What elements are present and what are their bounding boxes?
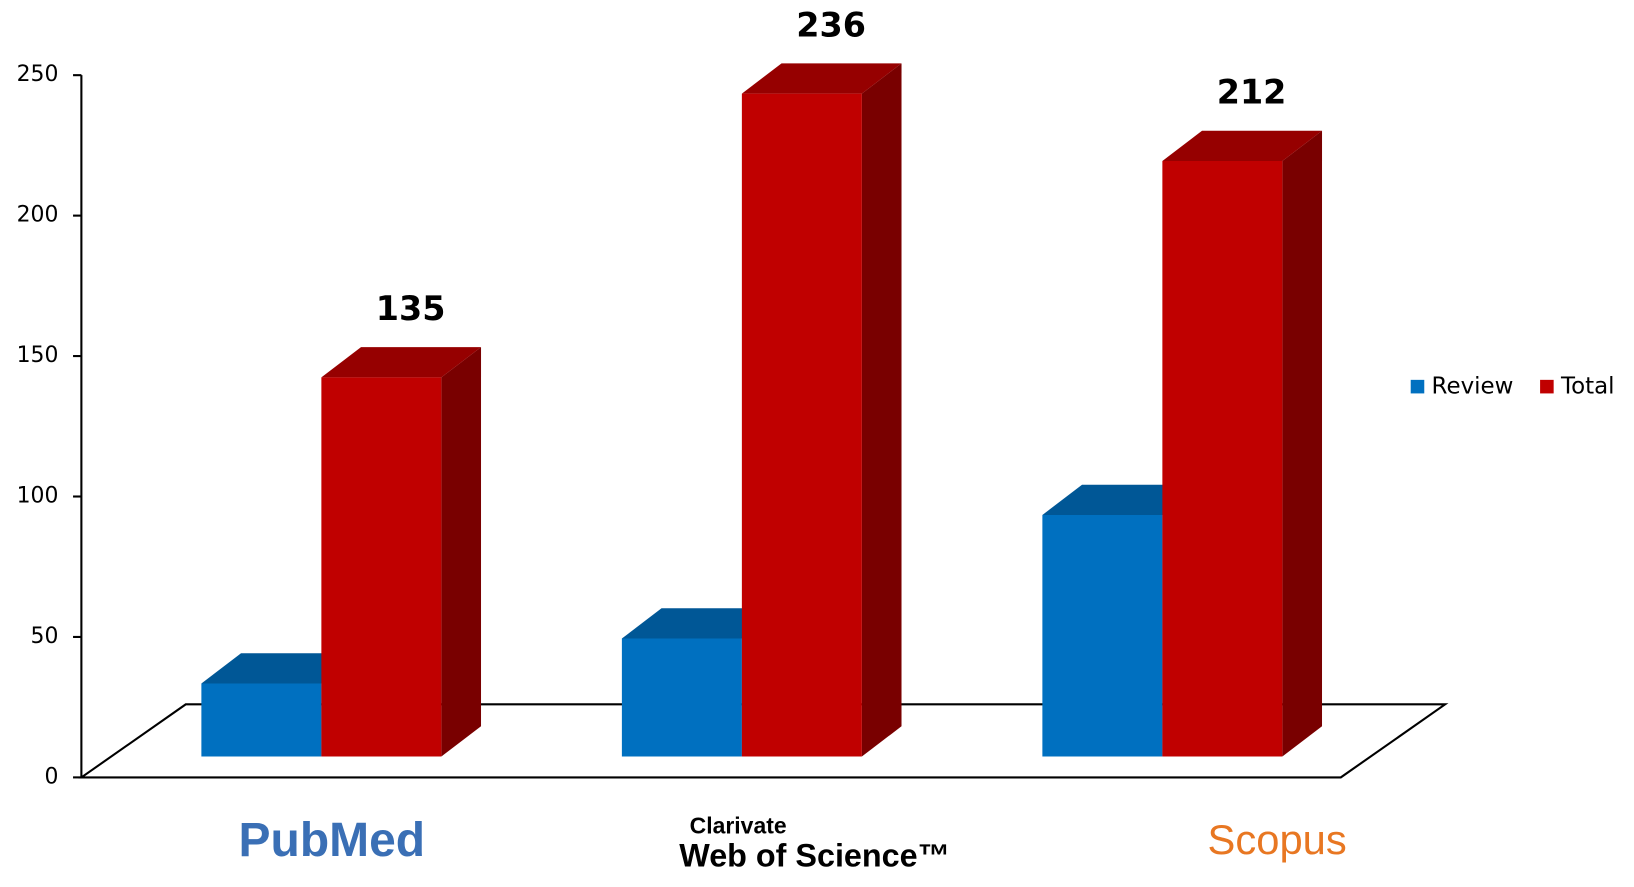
bar-side [1282, 130, 1323, 757]
bar-front [621, 638, 742, 757]
y-tick-label: 250 [17, 62, 59, 87]
data-label: 212 [1217, 73, 1287, 112]
legend-label: Total [1560, 374, 1615, 400]
y-tick-label: 0 [44, 764, 58, 789]
legend-label: Review [1432, 374, 1514, 400]
bar-top [741, 63, 902, 94]
legend-swatch [1540, 379, 1554, 394]
bar-front [1162, 161, 1283, 757]
category-label: Scopus [1208, 816, 1347, 863]
bar-front [1042, 514, 1163, 757]
category-label: PubMed [239, 814, 426, 867]
bar [321, 347, 482, 757]
y-tick-label: 200 [17, 203, 59, 228]
data-label: 135 [376, 289, 446, 328]
bar [741, 63, 902, 757]
floor [78, 703, 1449, 779]
category-prefix: Clarivate [690, 813, 787, 839]
legend-swatch [1410, 379, 1425, 394]
y-tick-label: 150 [17, 343, 59, 368]
bar-top [201, 653, 362, 684]
bar-top [1162, 130, 1323, 162]
bar [1162, 130, 1323, 757]
y-tick-label: 50 [31, 624, 59, 649]
bar-top [1042, 484, 1203, 515]
bar-front [741, 93, 862, 757]
bar-side [441, 347, 482, 757]
y-tick-label: 100 [17, 484, 59, 509]
category-label: Web of Science™ [679, 837, 950, 873]
bar-top [621, 608, 782, 639]
data-label: 236 [796, 5, 866, 44]
bar-front [321, 377, 442, 757]
bar-top [321, 347, 482, 378]
bar-side [861, 63, 902, 757]
bar-front [201, 683, 322, 757]
